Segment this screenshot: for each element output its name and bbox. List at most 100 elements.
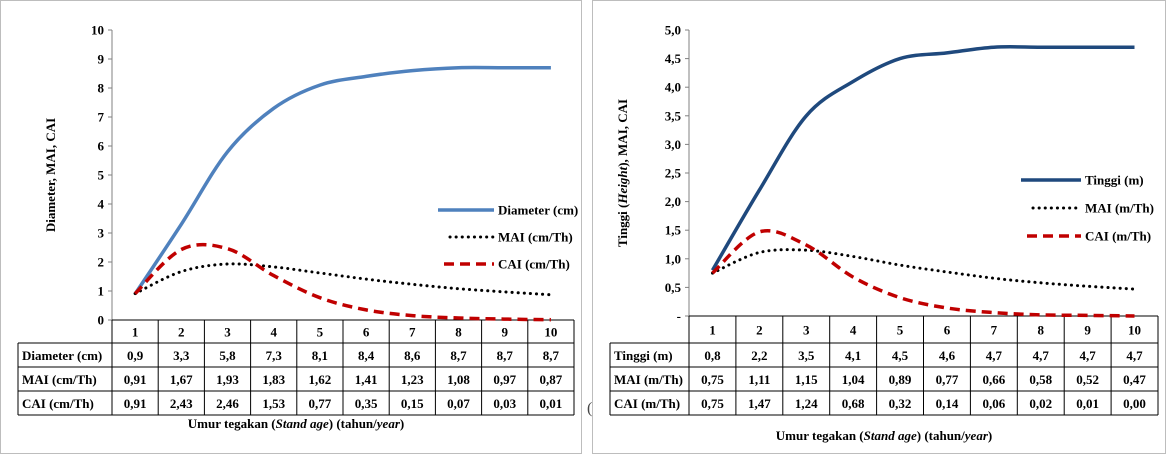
x-axis-title-part-0: Umur tegakan ( bbox=[188, 416, 276, 431]
data-label: 0,9 bbox=[127, 348, 144, 363]
data-label: 5,8 bbox=[219, 348, 236, 363]
data-label: 1,41 bbox=[355, 372, 378, 387]
data-label: 4,5 bbox=[892, 348, 909, 363]
data-label: 0,02 bbox=[1029, 396, 1052, 411]
data-label: 3,5 bbox=[798, 348, 815, 363]
data-label: 0,01 bbox=[540, 396, 563, 411]
x-axis-title-part-0: Umur tegakan ( bbox=[776, 428, 864, 443]
y-tick-label: 3 bbox=[98, 226, 105, 241]
y-axis-title-part-0: Tinggi ( bbox=[615, 204, 630, 247]
chart-panel-diameter: 0 1 2 3 4 5 6 7 8 9 10 1 2 3 4 5 6 7 8 9 10 Diameter (cm) 0,9 3… bbox=[0, 0, 582, 454]
x-axis-title-part-3: year bbox=[963, 428, 989, 443]
data-label: 7,3 bbox=[266, 348, 283, 363]
x-tick-label: 1 bbox=[709, 323, 716, 338]
x-axis-title-part-4: ) bbox=[400, 416, 404, 431]
data-label: 0,87 bbox=[540, 372, 563, 387]
y-tick-label: 3,0 bbox=[665, 137, 681, 152]
data-label: 0,07 bbox=[447, 396, 470, 411]
y-tick-label: 7 bbox=[98, 110, 105, 125]
data-label: 8,4 bbox=[358, 348, 375, 363]
x-tick-label: 4 bbox=[270, 325, 277, 340]
series-line-3 bbox=[133, 242, 551, 322]
legend-label: CAI (cm/Th) bbox=[498, 257, 570, 272]
height-chart: - 0,5 1,0 1,5 2,0 2,5 3,0 3,5 4,0 4,5 5,0 1 2 3 4 5 6 7 8 9… bbox=[592, 0, 1166, 454]
y-tick-label: 6 bbox=[98, 139, 105, 154]
x-axis-title-part-4: ) bbox=[988, 428, 992, 443]
data-label: 1,53 bbox=[262, 396, 285, 411]
table-row-label: MAI (m/Th) bbox=[614, 372, 683, 387]
y-axis-title-part-1: Height bbox=[615, 166, 630, 204]
y-tick-label: 0 bbox=[98, 313, 105, 328]
data-label: 0,03 bbox=[493, 396, 516, 411]
data-label: 1,83 bbox=[262, 372, 285, 387]
series-line-2 bbox=[711, 248, 1136, 291]
legend-label: CAI (m/Th) bbox=[1085, 229, 1151, 244]
x-axis-title-part-3: year bbox=[375, 416, 401, 431]
y-tick-label: 5,0 bbox=[665, 23, 681, 38]
x-tick-label: 7 bbox=[991, 323, 998, 338]
data-label: 1,93 bbox=[216, 372, 239, 387]
table-row-label: CAI (m/Th) bbox=[614, 396, 680, 411]
data-label: 1,24 bbox=[795, 396, 818, 411]
x-tick-label: 3 bbox=[224, 325, 231, 340]
legend-label: MAI (m/Th) bbox=[1085, 201, 1154, 216]
data-label: 1,04 bbox=[842, 372, 865, 387]
x-axis-title-part-1: Stand age bbox=[864, 428, 917, 443]
table-row-label: MAI (cm/Th) bbox=[22, 372, 97, 387]
legend-label: Diameter (cm) bbox=[498, 203, 578, 218]
series-line-3 bbox=[711, 229, 1135, 318]
data-label: 0,97 bbox=[493, 372, 516, 387]
y-tick-label: 5 bbox=[98, 168, 105, 183]
x-tick-label: 9 bbox=[1084, 323, 1091, 338]
y-tick-label: 0,5 bbox=[665, 280, 682, 295]
y-tick-label: 2,0 bbox=[665, 194, 681, 209]
data-label: 4,7 bbox=[986, 348, 1003, 363]
x-tick-label: 10 bbox=[1128, 323, 1141, 338]
data-label: 0,47 bbox=[1123, 372, 1146, 387]
legend-label: MAI (cm/Th) bbox=[498, 230, 573, 245]
data-label: 0,00 bbox=[1123, 396, 1146, 411]
y-tick-label: 1,5 bbox=[665, 223, 682, 238]
data-label: 8,7 bbox=[450, 348, 467, 363]
x-tick-label: 6 bbox=[944, 323, 951, 338]
y-axis-title: Diameter, MAI, CAI bbox=[43, 118, 58, 232]
data-label: 0,32 bbox=[889, 396, 912, 411]
data-label: 3,3 bbox=[173, 348, 190, 363]
diameter-chart: 0 1 2 3 4 5 6 7 8 9 10 1 2 3 4 5 6 7 8 9 10 Diameter (cm) 0,9 3… bbox=[0, 0, 582, 454]
data-label: 0,58 bbox=[1029, 372, 1052, 387]
data-label: 0,8 bbox=[704, 348, 721, 363]
x-axis-title: Umur tegakan (Stand age) (tahun/year) bbox=[188, 416, 404, 431]
data-label: 0,91 bbox=[124, 372, 147, 387]
y-tick-label: 2,5 bbox=[665, 166, 682, 181]
y-tick-label: 1 bbox=[98, 284, 105, 299]
x-axis-title: Umur tegakan (Stand age) (tahun/year) bbox=[776, 428, 992, 443]
data-label: 0,75 bbox=[701, 372, 724, 387]
x-tick-label: 2 bbox=[178, 325, 185, 340]
data-label: 0,68 bbox=[842, 396, 865, 411]
data-label: 1,62 bbox=[309, 372, 332, 387]
data-label: 4,7 bbox=[1033, 348, 1050, 363]
x-axis-title-part-2: ) (tahun/ bbox=[917, 428, 965, 443]
data-label: 1,15 bbox=[795, 372, 818, 387]
data-label: 4,6 bbox=[939, 348, 956, 363]
x-tick-label: 4 bbox=[850, 323, 857, 338]
data-label: 4,7 bbox=[1126, 348, 1143, 363]
y-tick-label: 2 bbox=[98, 255, 105, 270]
table-row-label: CAI (cm/Th) bbox=[22, 396, 94, 411]
data-label: 0,89 bbox=[889, 372, 912, 387]
x-tick-label: 6 bbox=[363, 325, 370, 340]
legend-label: Tinggi (m) bbox=[1085, 173, 1144, 188]
table-row-label: Diameter (cm) bbox=[22, 348, 102, 363]
data-label: 0,15 bbox=[401, 396, 424, 411]
table-row-label: Tinggi (m) bbox=[614, 348, 673, 363]
y-tick-label: 4 bbox=[98, 197, 105, 212]
data-label: 4,7 bbox=[1080, 348, 1097, 363]
x-axis-title-part-1: Stand age bbox=[276, 416, 329, 431]
series-line-1 bbox=[133, 65, 551, 295]
y-axis-title-part-0: Diameter, MAI, CAI bbox=[43, 118, 58, 232]
data-label: 0,77 bbox=[936, 372, 959, 387]
data-label: 0,01 bbox=[1076, 396, 1099, 411]
data-label: 4,1 bbox=[845, 348, 861, 363]
y-tick-label: 10 bbox=[91, 23, 104, 38]
data-label: 0,35 bbox=[355, 396, 378, 411]
